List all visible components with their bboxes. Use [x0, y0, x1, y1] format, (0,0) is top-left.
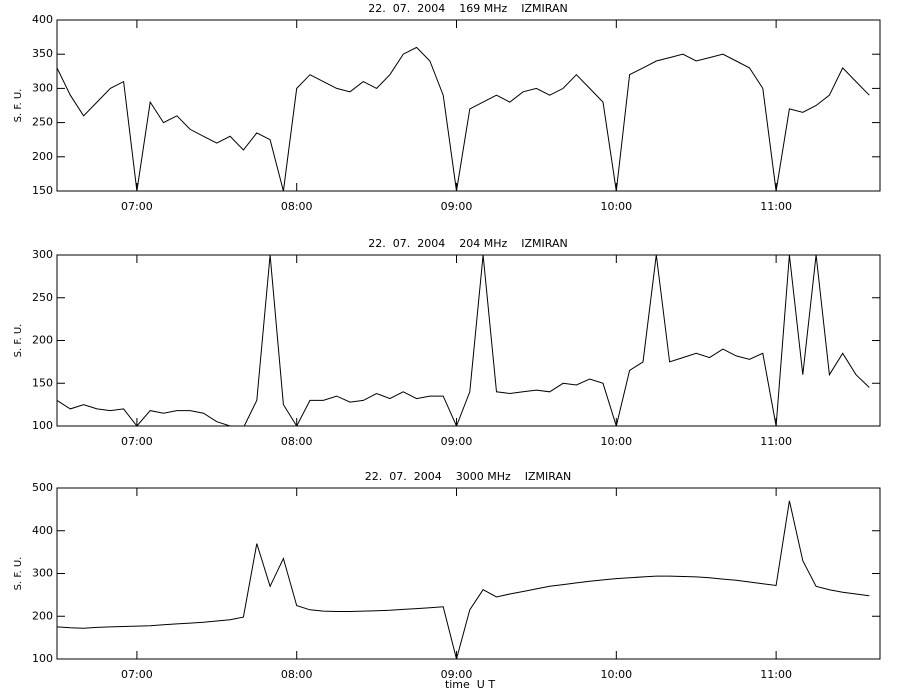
x-axis-label: time U T [445, 678, 495, 691]
y-tick-label: 400 [32, 13, 53, 26]
y-axis-label: S. F. U. [13, 89, 24, 123]
plot-frame [56, 19, 881, 192]
x-tick-label: 09:00 [441, 200, 473, 213]
x-tick-label: 10:00 [600, 200, 632, 213]
plot-frame [56, 487, 881, 660]
y-tick-label: 250 [32, 291, 53, 304]
panel-title: 22. 07. 2004 169 MHz IZMIRAN [368, 2, 567, 15]
data-line [57, 46, 870, 191]
x-tick-label: 11:00 [760, 200, 792, 213]
y-axis-label: S. F. U. [13, 557, 24, 591]
x-tick-label: 08:00 [281, 200, 313, 213]
x-tick-label: 11:00 [760, 668, 792, 681]
y-tick-label: 200 [32, 150, 53, 163]
y-tick-label: 150 [32, 376, 53, 389]
y-tick-label: 500 [32, 481, 53, 494]
y-tick-label: 100 [32, 419, 53, 432]
y-tick-label: 200 [32, 334, 53, 347]
x-tick-label: 09:00 [441, 668, 473, 681]
y-tick-label: 300 [32, 567, 53, 580]
y-tick-label: 150 [32, 184, 53, 197]
x-tick-label: 10:00 [600, 435, 632, 448]
x-tick-label: 08:00 [281, 668, 313, 681]
y-tick-label: 300 [32, 81, 53, 94]
panel-title: 22. 07. 2004 204 MHz IZMIRAN [368, 237, 567, 250]
x-tick-label: 07:00 [121, 435, 153, 448]
data-line [57, 255, 870, 426]
panel-title: 22. 07. 2004 3000 MHz IZMIRAN [365, 470, 571, 483]
y-tick-label: 200 [32, 609, 53, 622]
x-tick-label: 07:00 [121, 668, 153, 681]
y-tick-label: 300 [32, 248, 53, 261]
x-tick-label: 09:00 [441, 435, 473, 448]
data-line [57, 500, 870, 659]
x-tick-label: 10:00 [600, 668, 632, 681]
y-tick-label: 250 [32, 116, 53, 129]
y-axis-label: S. F. U. [13, 324, 24, 358]
x-tick-label: 07:00 [121, 200, 153, 213]
plot-frame [56, 254, 881, 427]
x-tick-label: 11:00 [760, 435, 792, 448]
y-tick-label: 400 [32, 524, 53, 537]
y-tick-label: 100 [32, 652, 53, 665]
x-tick-label: 08:00 [281, 435, 313, 448]
y-tick-label: 350 [32, 47, 53, 60]
